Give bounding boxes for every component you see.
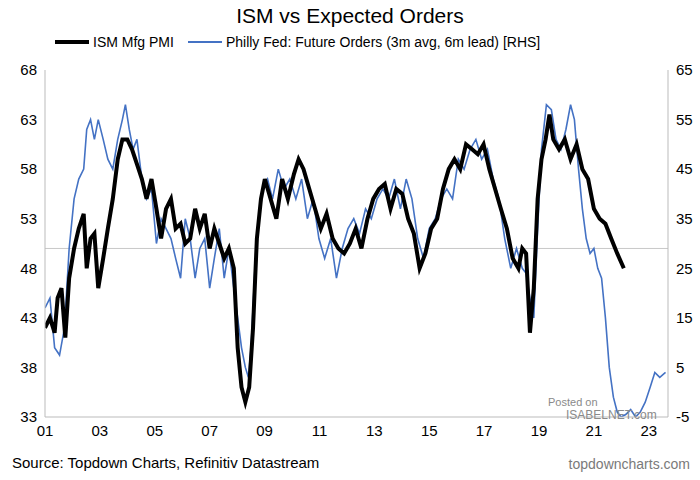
svg-text:19: 19: [531, 422, 548, 439]
html-text:topdowncharts.com: topdowncharts.com: [568, 456, 690, 472]
svg-text:23: 23: [640, 422, 657, 439]
svg-text:03: 03: [92, 422, 109, 439]
svg-text:17: 17: [476, 422, 493, 439]
svg-text:43: 43: [20, 309, 37, 326]
svg-text:58: 58: [20, 160, 37, 177]
svg-text:01: 01: [37, 422, 54, 439]
html-text:Philly Fed: Future Orders (3m: Philly Fed: Future Orders (3m avg, 6m le…: [225, 34, 541, 50]
html-text:ISABELNET.com: ISABELNET.com: [566, 408, 657, 422]
svg-text:33: 33: [20, 408, 37, 425]
svg-text:21: 21: [586, 422, 603, 439]
html-text:Source: Topdown Charts, Refini: Source: Topdown Charts, Refinitiv Datast…: [12, 454, 320, 471]
svg-text:11: 11: [312, 422, 328, 439]
svg-text:05: 05: [146, 422, 163, 439]
html-text:ISM Mfg PMI: ISM Mfg PMI: [93, 34, 174, 50]
svg-text:07: 07: [201, 422, 218, 439]
svg-text:53: 53: [20, 210, 37, 227]
svg-text:5: 5: [676, 359, 684, 376]
svg-text:63: 63: [20, 111, 37, 128]
svg-text:15: 15: [676, 309, 692, 326]
svg-text:09: 09: [256, 422, 273, 439]
svg-text:48: 48: [20, 260, 37, 277]
svg-text:55: 55: [676, 111, 692, 128]
svg-text:45: 45: [676, 160, 692, 177]
svg-text:25: 25: [676, 260, 692, 277]
html-text:ISM vs Expected Orders: ISM vs Expected Orders: [236, 4, 464, 27]
svg-text:38: 38: [20, 359, 37, 376]
html-text:Posted on: Posted on: [548, 396, 598, 408]
svg-text:15: 15: [421, 422, 438, 439]
svg-text:-5: -5: [676, 408, 689, 425]
svg-text:35: 35: [676, 210, 692, 227]
svg-text:65: 65: [676, 61, 692, 78]
svg-text:68: 68: [20, 61, 37, 78]
svg-text:13: 13: [366, 422, 383, 439]
